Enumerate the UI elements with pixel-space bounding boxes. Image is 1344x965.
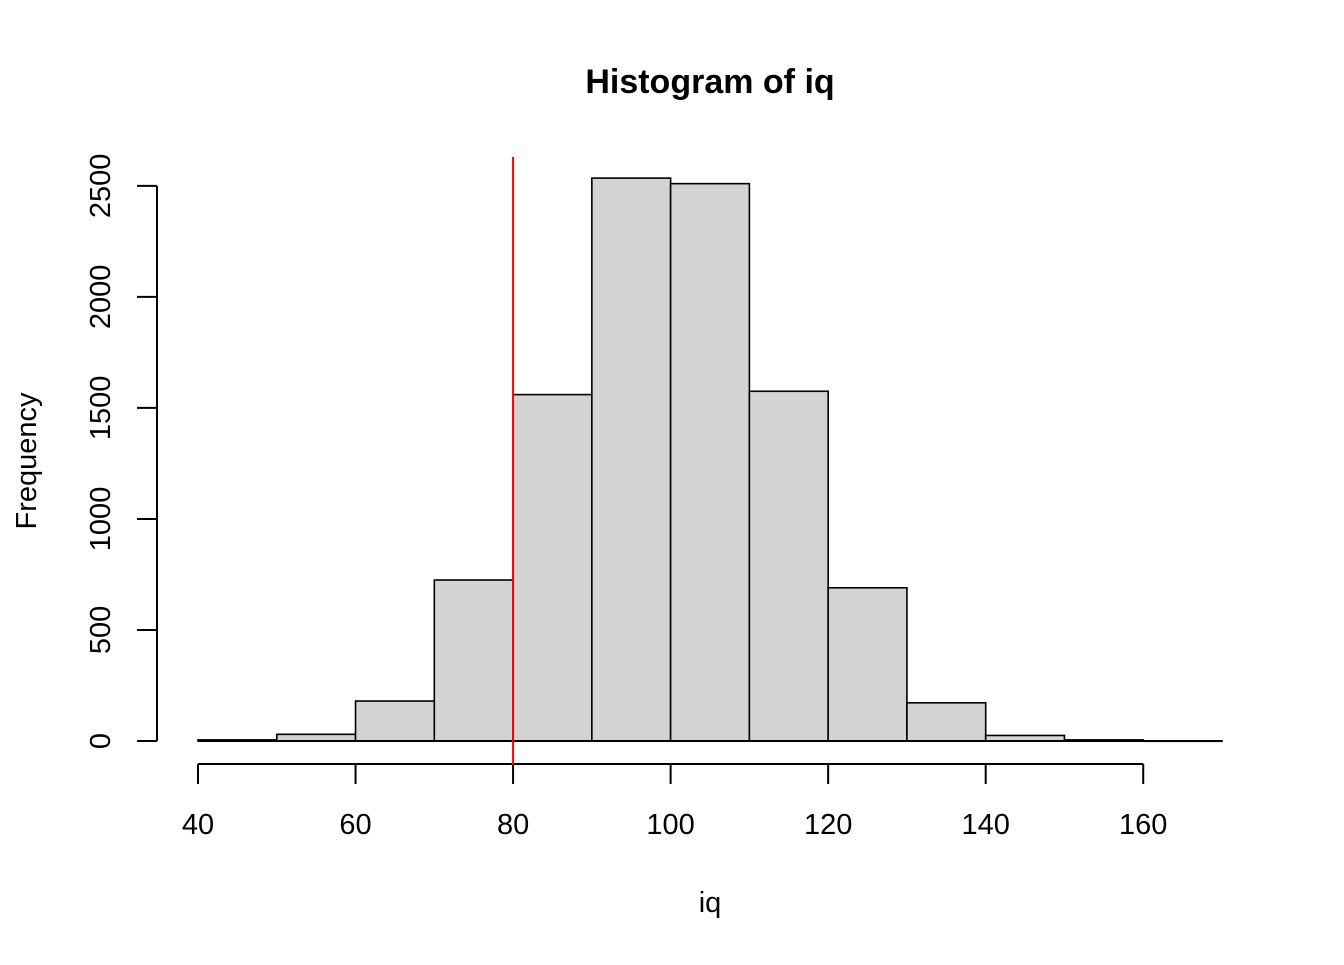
chart-title: Histogram of iq xyxy=(585,63,834,101)
y-tick-label: 2500 xyxy=(85,154,117,219)
y-tick-label: 500 xyxy=(85,606,117,654)
histogram-bar xyxy=(827,586,908,742)
x-axis-label: iq xyxy=(699,887,722,919)
histogram-bar xyxy=(433,579,514,742)
histogram-bar xyxy=(669,182,751,742)
histogram-bar xyxy=(512,393,593,742)
y-tick-label: 1500 xyxy=(85,376,117,441)
x-axis: 40 60 80 100 120 140 160 xyxy=(182,763,1167,841)
y-tick-label: 2000 xyxy=(85,265,117,330)
x-tick-label: 80 xyxy=(497,809,529,841)
histogram-bar xyxy=(748,390,829,742)
x-tick-label: 120 xyxy=(804,809,852,841)
bars-group xyxy=(197,177,1223,743)
x-tick-label: 140 xyxy=(961,809,1009,841)
y-axis: 0 500 1000 1500 2000 2500 xyxy=(85,154,158,749)
y-tick-label: 0 xyxy=(85,733,117,749)
x-tick-label: 60 xyxy=(339,809,371,841)
histogram-bar xyxy=(906,702,987,742)
x-tick-label: 40 xyxy=(182,809,214,841)
x-tick-label: 160 xyxy=(1119,809,1167,841)
x-tick-label: 100 xyxy=(646,809,694,841)
y-tick-label: 1000 xyxy=(85,487,117,552)
y-axis-label: Frequency xyxy=(11,392,43,530)
histogram-bar xyxy=(591,177,672,742)
histogram-bar xyxy=(354,700,436,742)
